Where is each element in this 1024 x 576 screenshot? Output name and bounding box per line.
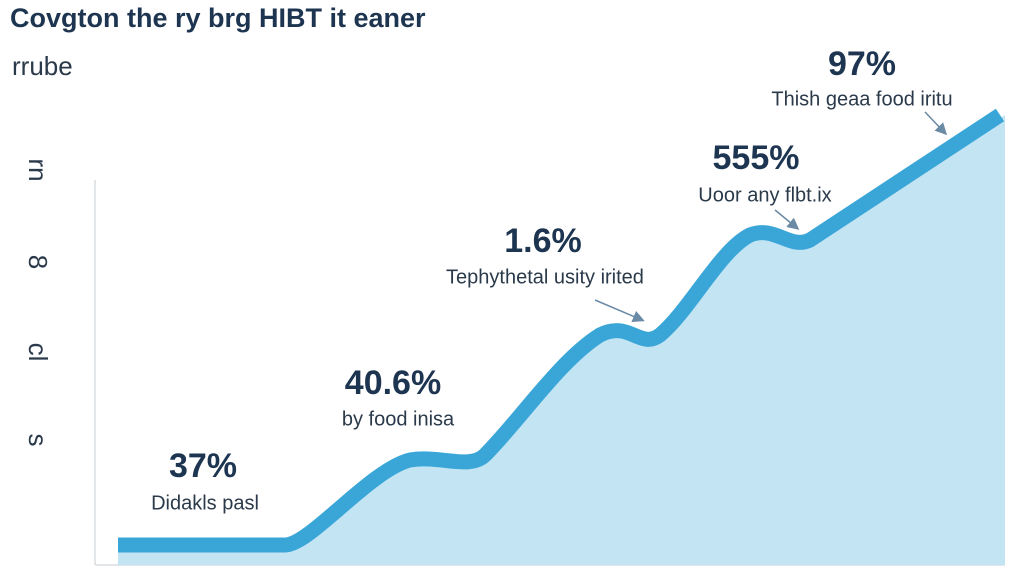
annotation-text: Tephythetal usity irited bbox=[446, 266, 644, 288]
arrow bbox=[924, 111, 948, 136]
annotation-text: Thish geaa food iritu bbox=[771, 88, 952, 110]
arrow bbox=[594, 299, 645, 322]
annotation-text: Uoor any flbt.ix bbox=[698, 184, 831, 206]
area bbox=[118, 115, 1005, 565]
arrow bbox=[774, 209, 800, 230]
annotation-value: 40.6% bbox=[345, 364, 441, 402]
line bbox=[118, 108, 1005, 553]
chart-title: Covgton the ry brg HIBT it eaner bbox=[10, 3, 426, 33]
axis-label: s bbox=[23, 434, 53, 447]
axis-label: cl bbox=[23, 343, 53, 362]
annotation-value: 37% bbox=[169, 447, 237, 485]
annotation-value: 1.6% bbox=[504, 222, 582, 260]
axis-label: 8 bbox=[23, 255, 53, 269]
chart-subtitle: rrube bbox=[12, 51, 73, 81]
annotation-value: 97% bbox=[828, 45, 896, 83]
annotation-text: Didakls pasl bbox=[151, 492, 259, 514]
annotation-value: 555% bbox=[713, 139, 800, 177]
annotation-text: by food inisa bbox=[342, 408, 455, 430]
axis-label: rn bbox=[23, 158, 53, 181]
